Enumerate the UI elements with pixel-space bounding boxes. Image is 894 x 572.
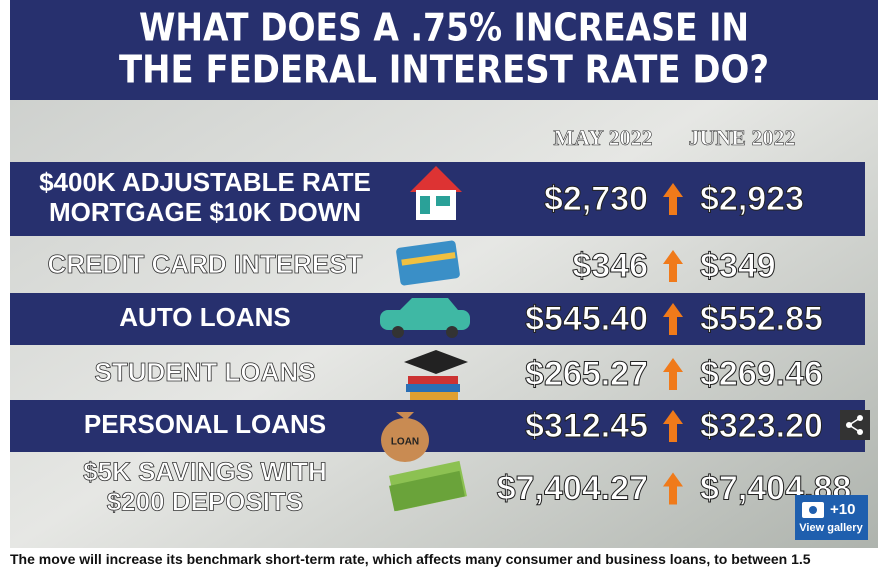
may-value: $545.40 xyxy=(525,300,648,338)
increase-arrow xyxy=(663,303,683,335)
gallery-label: View gallery xyxy=(799,522,863,534)
june-value: $269.46 xyxy=(700,355,823,393)
column-header: MAY 2022 xyxy=(553,125,652,150)
increase-arrow xyxy=(663,183,683,215)
gallery-count: +10 xyxy=(830,501,855,518)
row-label: PERSONAL LOANS xyxy=(84,409,326,439)
title-line: THE FEDERAL INTEREST RATE DO? xyxy=(119,48,769,92)
title-band xyxy=(10,0,878,100)
loan-bag-label: LOAN xyxy=(391,437,419,448)
caption: The move will increase its benchmark sho… xyxy=(10,551,811,567)
title-line: WHAT DOES A .75% INCREASE IN xyxy=(139,6,749,50)
row-label: $400K ADJUSTABLE RATE xyxy=(39,167,371,197)
june-value: $7,404.88 xyxy=(700,469,851,507)
car-icon xyxy=(380,298,470,338)
may-value: $312.45 xyxy=(525,407,648,445)
increase-arrow xyxy=(663,358,683,390)
column-header: JUNE 2022 xyxy=(689,125,796,150)
june-value: $552.85 xyxy=(700,300,823,338)
share-button[interactable] xyxy=(840,410,870,440)
house-icon xyxy=(410,166,462,220)
row-label: STUDENT LOANS xyxy=(95,357,316,387)
row-label: $5K SAVINGS WITH xyxy=(83,456,327,486)
row-label: $200 DEPOSITS xyxy=(107,486,304,516)
may-value: $265.27 xyxy=(525,355,648,393)
june-value: $323.20 xyxy=(700,407,823,445)
increase-arrow xyxy=(663,472,683,505)
row-label: CREDIT CARD INTEREST xyxy=(48,249,363,279)
row-label: MORTGAGE $10K DOWN xyxy=(49,197,361,227)
june-value: $2,923 xyxy=(700,180,804,218)
row-label: AUTO LOANS xyxy=(119,302,290,332)
loan-bag-icon: LOAN xyxy=(381,412,429,462)
money-icon xyxy=(389,460,467,512)
increase-arrow xyxy=(663,250,683,282)
may-value: $7,404.27 xyxy=(497,469,648,507)
june-value: $349 xyxy=(700,247,776,285)
increase-arrow xyxy=(663,410,683,442)
may-value: $346 xyxy=(572,247,648,285)
may-value: $2,730 xyxy=(544,180,648,218)
row-band xyxy=(10,400,865,452)
credit-card-icon xyxy=(396,240,460,286)
gallery-button[interactable]: +10 View gallery xyxy=(795,495,868,540)
graduation-icon xyxy=(404,350,468,400)
